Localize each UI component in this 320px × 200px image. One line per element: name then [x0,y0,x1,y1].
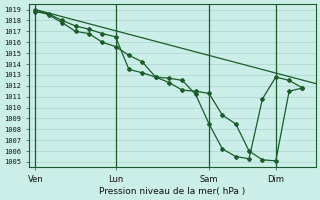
X-axis label: Pression niveau de la mer( hPa ): Pression niveau de la mer( hPa ) [99,187,245,196]
